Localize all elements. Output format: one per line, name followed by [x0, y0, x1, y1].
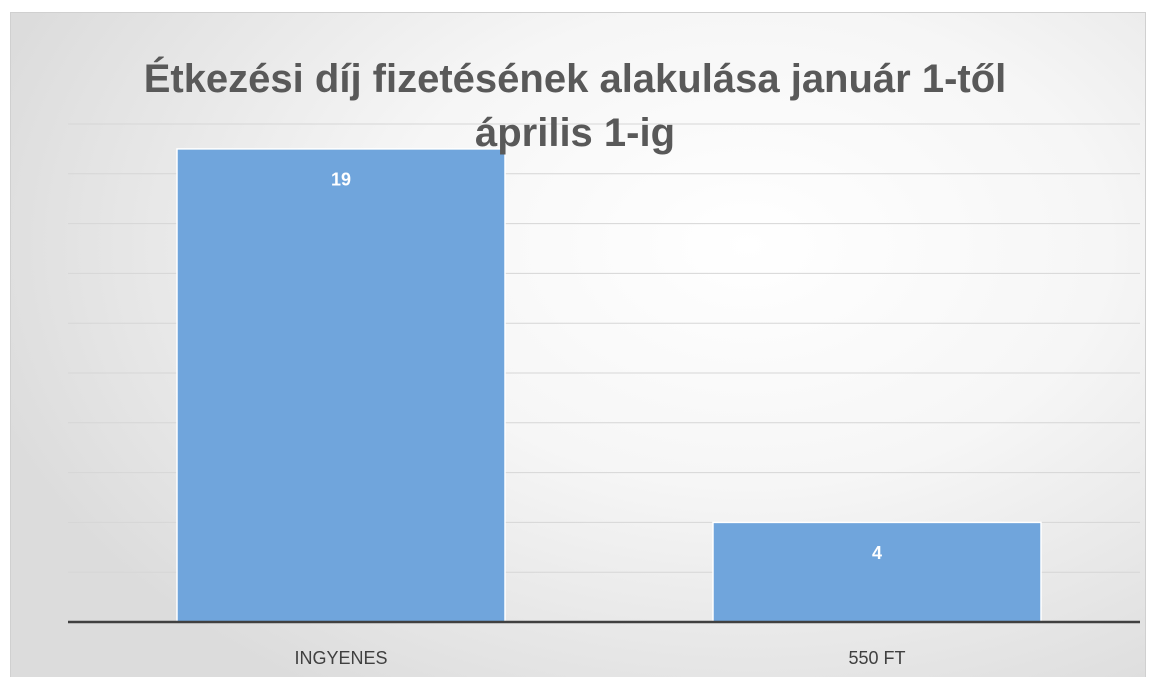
data-label: 4	[872, 543, 882, 563]
bar	[712, 521, 1042, 623]
x-tick-label: INGYENES	[294, 648, 387, 668]
chart-title: Étkezési díj fizetésének alakulása januá…	[143, 57, 1007, 155]
data-label: 19	[331, 170, 351, 190]
bar	[176, 148, 506, 623]
x-tick-label: 550 FT	[848, 648, 905, 668]
